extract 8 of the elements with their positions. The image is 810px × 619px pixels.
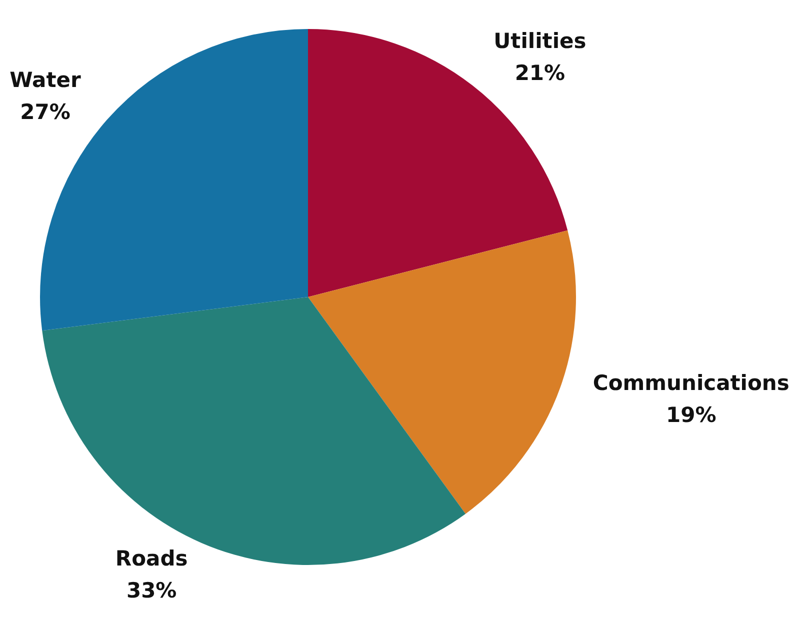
slice-label: Roads (115, 546, 188, 570)
slice-label: Communications (592, 371, 790, 396)
data-label: 33% (126, 578, 177, 602)
slice-label: Water (10, 68, 82, 92)
data-label: 21% (514, 61, 566, 86)
slice-label: Utilities (494, 29, 586, 54)
data-label: 27% (20, 100, 70, 124)
data-label: 19% (666, 403, 716, 428)
